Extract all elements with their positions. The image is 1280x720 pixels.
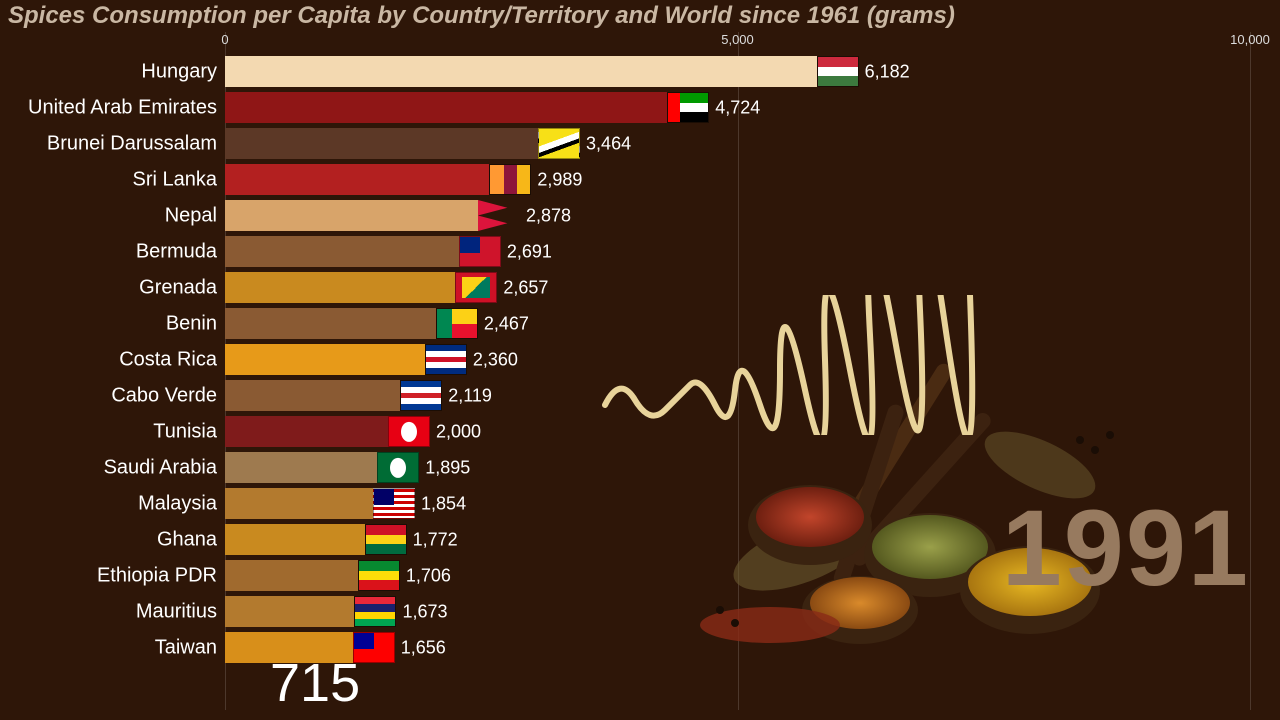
bar-value: 2,119 [448,385,492,406]
flag-icon [425,344,467,375]
country-label: Ghana [157,528,225,551]
flag-icon [817,56,859,87]
bar-value: 2,657 [503,277,548,298]
bar-value: 2,878 [526,205,571,226]
bar-value: 1,895 [425,457,470,478]
country-label: Brunei Darussalam [47,132,225,155]
bar-row: Brunei Darussalam3,464 [225,128,1250,159]
bar [225,308,436,339]
country-label: Sri Lanka [133,168,226,191]
world-value: 715 [270,652,360,714]
flag-icon [388,416,430,447]
bar-value: 6,182 [865,61,910,82]
flag-icon [436,308,478,339]
flag-icon [489,164,531,195]
flag-icon [667,92,709,123]
bar [225,560,358,591]
flag-icon [365,524,407,555]
bar [225,344,425,375]
bar [225,596,354,627]
bar-value: 2,691 [507,241,552,262]
bar-value: 1,854 [421,493,466,514]
country-label: Malaysia [138,492,225,515]
bar [225,380,400,411]
flag-icon [400,380,442,411]
bar-value: 1,772 [413,529,458,550]
axis-tick-label: 10,000 [1230,32,1270,47]
year-label: 1991 [1002,485,1250,610]
bar [225,524,365,555]
country-label: Cabo Verde [111,384,225,407]
flag-icon [459,236,501,267]
country-label: Nepal [165,204,225,227]
bar [225,236,459,267]
flag-icon [354,596,396,627]
bar [225,488,373,519]
country-label: Ethiopia PDR [97,564,225,587]
gridline [1250,32,1251,710]
bar-value: 2,360 [473,349,518,370]
country-label: United Arab Emirates [28,96,225,119]
country-label: Benin [166,312,225,335]
axis-tick-label: 0 [221,32,228,47]
bar-row: Nepal2,878 [225,200,1250,231]
country-label: Hungary [141,60,225,83]
bar-value: 1,673 [402,601,447,622]
country-label: Tunisia [153,420,225,443]
bar [225,452,377,483]
flag-icon [373,488,415,519]
bar-value: 3,464 [586,133,631,154]
bar [225,128,538,159]
country-label: Mauritius [136,600,225,623]
flag-icon [377,452,419,483]
bar-value: 1,706 [406,565,451,586]
bar [225,164,489,195]
country-label: Taiwan [155,636,225,659]
bar [225,92,667,123]
bar-row: Hungary6,182 [225,56,1250,87]
bar-value: 2,467 [484,313,529,334]
bar [225,200,478,231]
bar [225,416,388,447]
bar [225,272,455,303]
chart-title: Spices Consumption per Capita by Country… [8,2,1280,30]
axis-tick-label: 5,000 [721,32,754,47]
country-label: Costa Rica [119,348,225,371]
flag-icon [358,560,400,591]
bar-value: 1,656 [401,637,446,658]
flag-icon [478,200,520,231]
bar-row: Sri Lanka2,989 [225,164,1250,195]
trend-squiggle [600,295,980,440]
bar-value: 2,989 [537,169,582,190]
bar-row: Bermuda2,691 [225,236,1250,267]
country-label: Bermuda [136,240,225,263]
country-label: Saudi Arabia [104,456,225,479]
bar-value: 2,000 [436,421,481,442]
bar [225,56,817,87]
country-label: Grenada [139,276,225,299]
bar-row: United Arab Emirates4,724 [225,92,1250,123]
flag-icon [455,272,497,303]
bar-value: 4,724 [715,97,760,118]
flag-icon [538,128,580,159]
